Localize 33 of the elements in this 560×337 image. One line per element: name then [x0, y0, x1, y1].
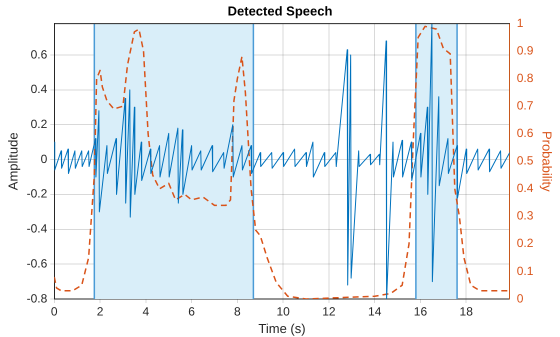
y-tick-label: 0 [40, 152, 48, 166]
x-tick-label: 10 [276, 304, 290, 319]
y-tick-label: 0.4 [30, 82, 48, 96]
x-tick-label: 8 [234, 304, 242, 319]
x-tick-label: 2 [96, 304, 104, 319]
x-tick-label: 4 [142, 304, 150, 319]
y2-tick-label: 0.5 [516, 154, 534, 168]
y2-tick-label: 0.8 [516, 70, 534, 85]
x-tick-label: 12 [322, 304, 336, 319]
y-tick-label: -0.2 [26, 186, 48, 201]
y-tick-label: -0.6 [26, 256, 48, 270]
y-tick-label: 0.6 [30, 47, 48, 62]
y-tick-label: -0.4 [26, 222, 48, 236]
y2-axis-title: Probability [540, 130, 555, 192]
x-tick-label: 14 [368, 304, 382, 319]
y2-tick-label: 0.9 [516, 43, 534, 58]
x-tick-label: 6 [188, 304, 196, 319]
y2-tick-label: 0.2 [516, 236, 534, 250]
x-tick-label: 16 [414, 304, 428, 319]
y-tick-label: -0.8 [26, 291, 48, 306]
y-axis-title: Amplitude [5, 132, 20, 190]
chart-title: Detected Speech [228, 3, 332, 18]
y-tick-label: 0.2 [30, 117, 48, 132]
x-tick-label: 18 [460, 304, 474, 319]
y2-tick-label: 0.1 [516, 264, 534, 278]
y2-tick-label: 0.3 [516, 208, 534, 223]
y2-tick-label: 0.4 [516, 181, 534, 196]
y2-tick-label: 1 [516, 16, 524, 30]
x-axis-title: Time (s) [258, 320, 306, 336]
y2-tick-label: 0.7 [516, 98, 534, 113]
x-tick-label: 0 [50, 304, 58, 319]
y2-tick-label: 0 [516, 291, 524, 306]
y2-tick-label: 0.6 [516, 126, 534, 140]
